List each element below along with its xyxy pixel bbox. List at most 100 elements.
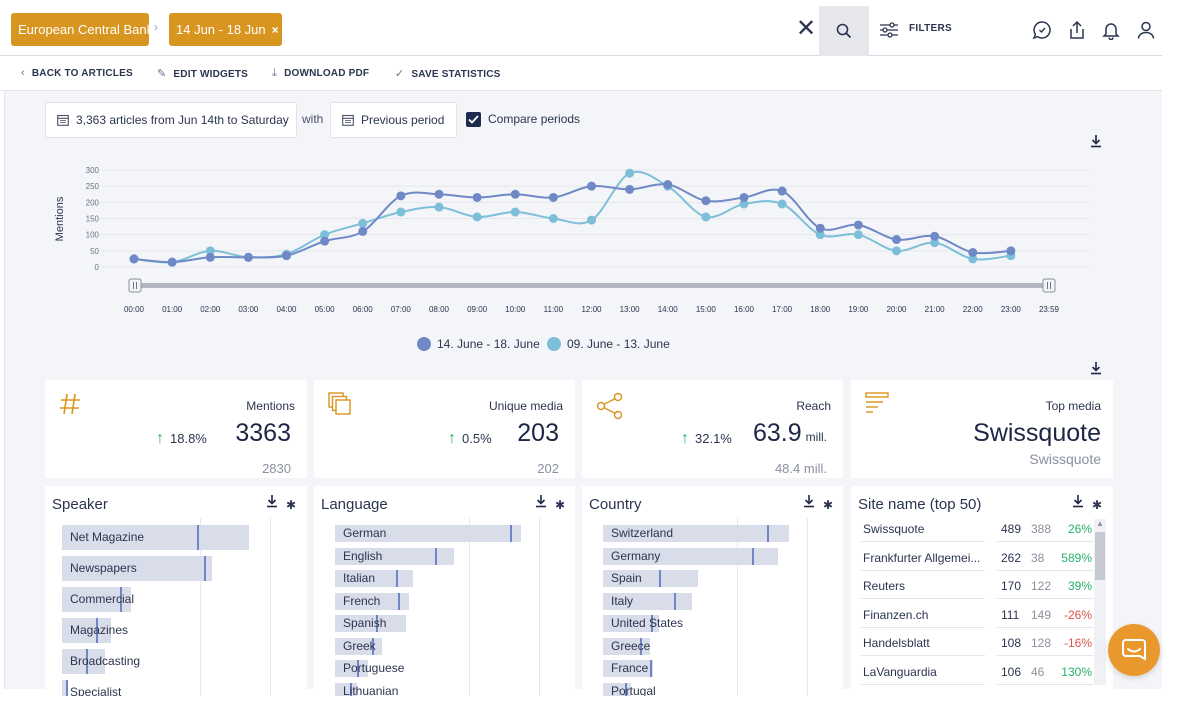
download-icon[interactable] <box>803 494 815 508</box>
data-point[interactable] <box>243 252 253 262</box>
data-point[interactable] <box>129 254 139 264</box>
bar-row[interactable]: United States <box>603 615 789 632</box>
scroll-up-icon[interactable]: ▲ <box>1096 519 1104 528</box>
bar-row[interactable]: Switzerland <box>603 525 789 542</box>
data-point[interactable] <box>968 254 978 264</box>
data-point[interactable] <box>777 199 787 209</box>
back-to-articles-button[interactable]: ‹ BACK TO ARTICLES <box>21 67 133 79</box>
bar-row[interactable]: English <box>335 547 521 565</box>
data-point[interactable] <box>853 230 863 240</box>
data-point[interactable] <box>701 212 711 222</box>
download-chart-icon[interactable] <box>1090 134 1102 148</box>
data-point[interactable] <box>815 223 825 233</box>
filters-button[interactable]: FILTERS <box>909 23 953 34</box>
data-point[interactable] <box>396 207 406 217</box>
table-row[interactable]: Frankfurter Allgemei... 262 38 589% <box>851 543 1106 571</box>
site-table-scrollbar[interactable]: ▲ <box>1094 519 1106 685</box>
bar-row[interactable]: Greece <box>603 637 789 655</box>
table-row[interactable]: Finanzen.ch 111 149 -26% <box>851 600 1106 628</box>
data-point[interactable] <box>739 199 749 209</box>
bar-row[interactable]: Greek <box>335 637 521 655</box>
data-point[interactable] <box>739 192 749 202</box>
search-button[interactable] <box>819 6 869 56</box>
download-icon[interactable] <box>535 494 547 508</box>
data-point[interactable] <box>930 231 940 241</box>
range-slider-handle[interactable] <box>128 278 142 293</box>
gear-icon[interactable]: ✱ <box>1092 498 1103 512</box>
bar-row[interactable]: Spanish <box>335 615 521 632</box>
compare-periods-checkbox[interactable] <box>466 112 481 127</box>
compare-period-selector[interactable]: Previous period <box>330 102 457 138</box>
bar-row[interactable]: Portugal <box>603 682 789 696</box>
data-point[interactable] <box>930 238 940 248</box>
data-point[interactable] <box>587 215 596 225</box>
entity-filter-chip[interactable]: European Central Bank <box>11 13 153 46</box>
bar-row[interactable]: French <box>335 592 521 610</box>
table-row[interactable]: Swissquote 489 388 26% <box>851 514 1106 542</box>
share-icon[interactable] <box>1067 20 1087 40</box>
data-point[interactable] <box>548 192 558 202</box>
data-point[interactable] <box>777 186 787 196</box>
clear-search-button[interactable]: ✕ <box>795 15 817 42</box>
data-point[interactable] <box>320 236 330 246</box>
data-point[interactable] <box>472 192 482 202</box>
period-filter-chip[interactable]: 14 Jun - 18 Jun × <box>169 13 282 46</box>
bar-row[interactable]: Magazines <box>62 618 249 643</box>
data-point[interactable] <box>853 220 863 230</box>
data-point[interactable] <box>434 189 444 199</box>
data-point[interactable] <box>205 246 215 256</box>
bar-row[interactable]: Broadcasting <box>62 649 249 674</box>
table-row[interactable]: Handelsblatt 108 128 -16% <box>851 628 1106 657</box>
data-point[interactable] <box>358 218 368 228</box>
data-point[interactable] <box>663 180 673 190</box>
chat-bubble-icon[interactable] <box>1032 20 1052 40</box>
data-point[interactable] <box>587 181 596 191</box>
download-pdf-button[interactable]: ⤓ DOWNLOAD PDF <box>272 67 370 79</box>
data-point[interactable] <box>434 202 444 212</box>
bar-row[interactable]: Italian <box>335 570 521 587</box>
download-icon[interactable] <box>266 494 278 508</box>
save-statistics-button[interactable]: ✓ SAVE STATISTICS <box>395 68 501 80</box>
data-point[interactable] <box>701 196 711 206</box>
data-point[interactable] <box>625 168 635 178</box>
bar-row[interactable]: Commercial <box>62 587 249 612</box>
date-range-selector[interactable]: 3,363 articles from Jun 14th to Saturday <box>45 102 297 138</box>
gear-icon[interactable]: ✱ <box>286 498 297 512</box>
bar-row[interactable]: Spain <box>603 570 789 587</box>
data-point[interactable] <box>358 226 368 236</box>
data-point[interactable] <box>510 207 520 217</box>
remove-period-icon[interactable]: × <box>271 23 279 37</box>
data-point[interactable] <box>1006 246 1016 256</box>
data-point[interactable] <box>472 212 482 222</box>
data-point[interactable] <box>167 257 177 267</box>
data-point[interactable] <box>892 246 901 256</box>
data-point[interactable] <box>320 230 330 240</box>
data-point[interactable] <box>282 251 291 261</box>
bar-row[interactable]: Net Magazine <box>62 525 249 550</box>
range-slider-handle[interactable] <box>1042 278 1056 293</box>
legend-item-current[interactable]: 14. June - 18. June <box>417 337 540 351</box>
download-kpis-icon[interactable] <box>1090 361 1102 375</box>
bell-icon[interactable] <box>1101 20 1121 40</box>
data-point[interactable] <box>396 191 406 201</box>
table-row[interactable]: LaVanguardia 106 46 130% <box>851 657 1106 685</box>
legend-item-previous[interactable]: 09. June - 13. June <box>547 337 670 351</box>
gear-icon[interactable]: ✱ <box>555 498 566 512</box>
support-chat-button[interactable] <box>1108 624 1160 676</box>
scroll-thumb[interactable] <box>1095 532 1105 580</box>
bar-row[interactable]: German <box>335 525 521 542</box>
data-point[interactable] <box>625 184 635 194</box>
data-point[interactable] <box>892 235 901 245</box>
user-icon[interactable] <box>1136 20 1156 40</box>
data-point[interactable] <box>968 247 978 257</box>
bar-row[interactable]: Specialist <box>62 680 249 696</box>
bar-row[interactable]: Portuguese <box>335 660 521 677</box>
bar-row[interactable]: Lithuanian <box>335 682 521 696</box>
bar-row[interactable]: Newspapers <box>62 556 249 581</box>
bar-row[interactable]: Italy <box>603 592 789 610</box>
data-point[interactable] <box>510 189 520 199</box>
sliders-icon[interactable] <box>880 22 898 38</box>
table-row[interactable]: Reuters 170 122 39% <box>851 571 1106 600</box>
edit-widgets-button[interactable]: ✎ EDIT WIDGETS <box>157 68 249 80</box>
gear-icon[interactable]: ✱ <box>823 498 834 512</box>
